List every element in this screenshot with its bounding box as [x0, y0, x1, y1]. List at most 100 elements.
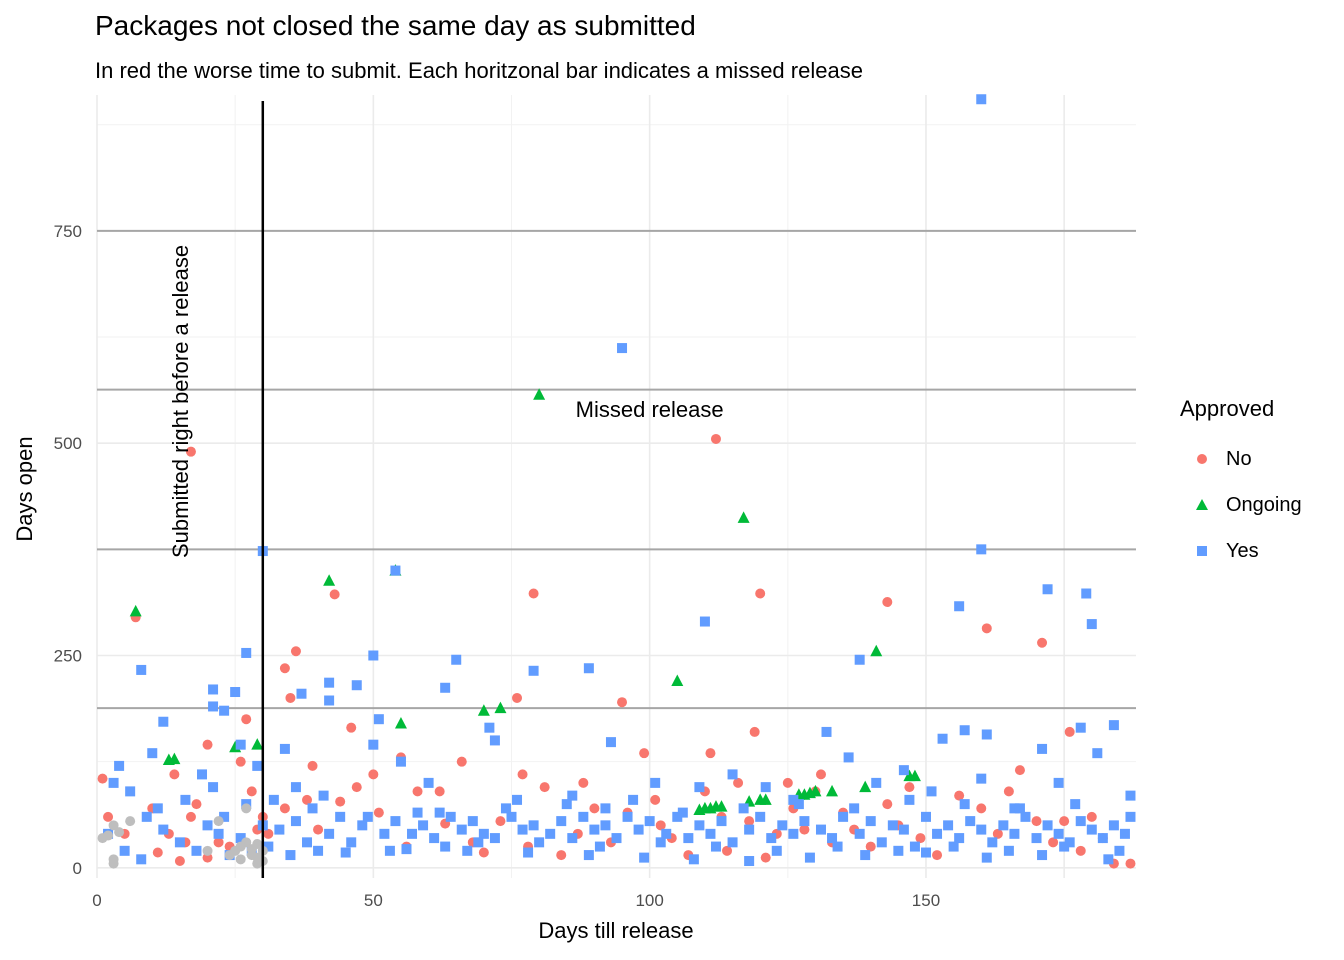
point — [655, 820, 666, 831]
point — [727, 769, 738, 780]
point — [981, 852, 992, 863]
point — [489, 833, 500, 844]
point — [672, 811, 683, 822]
point — [1031, 833, 1042, 844]
point — [440, 841, 451, 852]
point — [290, 782, 301, 793]
point — [617, 697, 628, 708]
point — [252, 760, 263, 771]
legend-label-ongoing: Ongoing — [1226, 493, 1302, 516]
point — [920, 811, 931, 822]
point — [1014, 765, 1025, 776]
point — [849, 803, 860, 814]
point — [578, 777, 589, 788]
point — [694, 782, 705, 793]
point — [533, 388, 546, 400]
point — [456, 824, 467, 835]
point — [788, 794, 799, 805]
point — [583, 850, 594, 861]
point — [1114, 845, 1125, 856]
point — [219, 811, 230, 822]
point — [809, 784, 822, 797]
legend-key-circle — [1180, 451, 1226, 467]
point — [539, 782, 550, 793]
point — [688, 854, 699, 865]
point — [390, 565, 401, 576]
point — [644, 816, 655, 827]
legend-label-no: No — [1226, 447, 1252, 470]
point — [1048, 837, 1059, 848]
point — [318, 790, 329, 801]
point — [290, 646, 301, 657]
point — [959, 799, 970, 810]
point — [407, 828, 418, 839]
point — [843, 752, 854, 763]
point — [976, 544, 987, 555]
point — [302, 794, 313, 805]
missed-release-lines — [97, 229, 1136, 710]
point — [932, 850, 943, 861]
point — [639, 748, 650, 759]
point — [169, 769, 180, 780]
point — [992, 828, 1003, 839]
point — [683, 833, 694, 844]
point — [898, 824, 909, 835]
point — [650, 794, 661, 805]
point — [1097, 833, 1108, 844]
point — [987, 837, 998, 848]
point — [125, 816, 136, 827]
point — [478, 828, 489, 839]
point — [279, 743, 290, 754]
x-axis-ticks: 0 50 100 150 — [92, 891, 940, 910]
point — [1086, 619, 1097, 630]
point — [854, 654, 865, 665]
point — [208, 782, 219, 793]
point — [738, 803, 749, 814]
point — [1020, 811, 1031, 822]
point — [567, 790, 578, 801]
point — [699, 616, 710, 627]
point — [1125, 858, 1136, 869]
point — [191, 799, 202, 810]
point — [799, 816, 810, 827]
point — [804, 852, 815, 863]
point — [202, 820, 213, 831]
point — [1014, 803, 1025, 814]
point — [445, 811, 456, 822]
point — [628, 794, 639, 805]
point — [528, 665, 539, 676]
point — [788, 828, 799, 839]
point — [1103, 854, 1114, 865]
point — [838, 811, 849, 822]
point — [827, 833, 838, 844]
point — [870, 644, 883, 657]
point — [285, 850, 296, 861]
point — [556, 850, 567, 861]
point — [583, 663, 594, 674]
legend: Approved No Ongoing Yes — [1180, 396, 1302, 574]
point — [1075, 722, 1086, 733]
point — [860, 850, 871, 861]
point — [324, 695, 335, 706]
point — [191, 845, 202, 856]
point — [727, 837, 738, 848]
point — [793, 799, 804, 810]
point — [368, 769, 379, 780]
data-points — [97, 94, 1136, 869]
point — [274, 824, 285, 835]
point — [882, 799, 893, 810]
point — [136, 854, 147, 865]
point — [749, 726, 760, 737]
point — [302, 837, 313, 848]
point — [1075, 816, 1086, 827]
point — [755, 811, 766, 822]
point — [208, 684, 219, 695]
chart-subtitle: In red the worse time to submit. Each ho… — [95, 58, 863, 83]
point — [185, 811, 196, 822]
y-tick-label: 500 — [54, 434, 82, 453]
point — [307, 803, 318, 814]
point — [943, 820, 954, 831]
point — [252, 858, 263, 869]
point — [1059, 841, 1070, 852]
